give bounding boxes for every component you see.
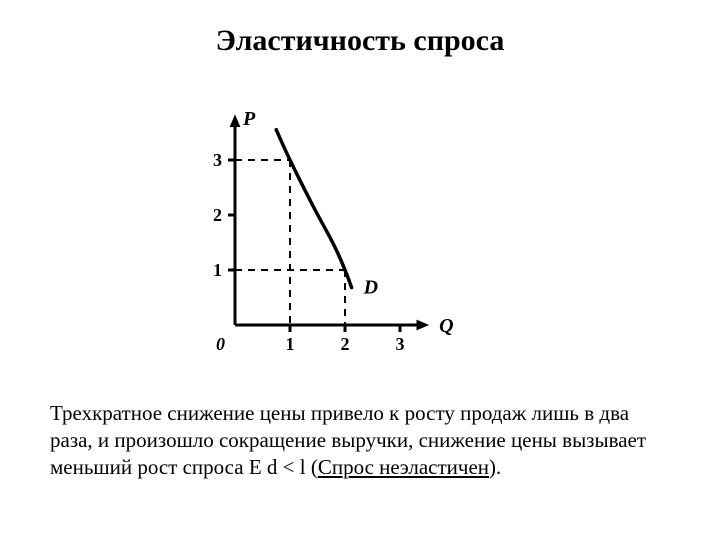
chart-svg: 1 2 3 1 2 3 0 P Q D <box>180 80 510 370</box>
slide: Эластичность спроса 1 2 3 1 2 3 0 P Q D Трехкратн… <box>0 0 720 540</box>
svg-text:3: 3 <box>213 150 222 170</box>
svg-text:P: P <box>242 108 256 130</box>
caption-paragraph: Трехкратное снижение цены привело к рост… <box>50 400 670 481</box>
svg-text:Q: Q <box>439 315 453 337</box>
svg-text:1: 1 <box>286 334 295 354</box>
page-title: Эластичность спроса <box>0 24 720 58</box>
svg-text:1: 1 <box>213 260 222 280</box>
svg-text:0: 0 <box>216 334 225 354</box>
caption-tail: ). <box>489 455 501 479</box>
svg-text:2: 2 <box>213 205 222 225</box>
caption-underlined: Спрос неэластичен <box>318 455 489 479</box>
svg-text:2: 2 <box>341 334 350 354</box>
svg-text:3: 3 <box>396 334 405 354</box>
svg-text:D: D <box>363 277 378 299</box>
demand-elasticity-chart: 1 2 3 1 2 3 0 P Q D <box>180 80 510 370</box>
